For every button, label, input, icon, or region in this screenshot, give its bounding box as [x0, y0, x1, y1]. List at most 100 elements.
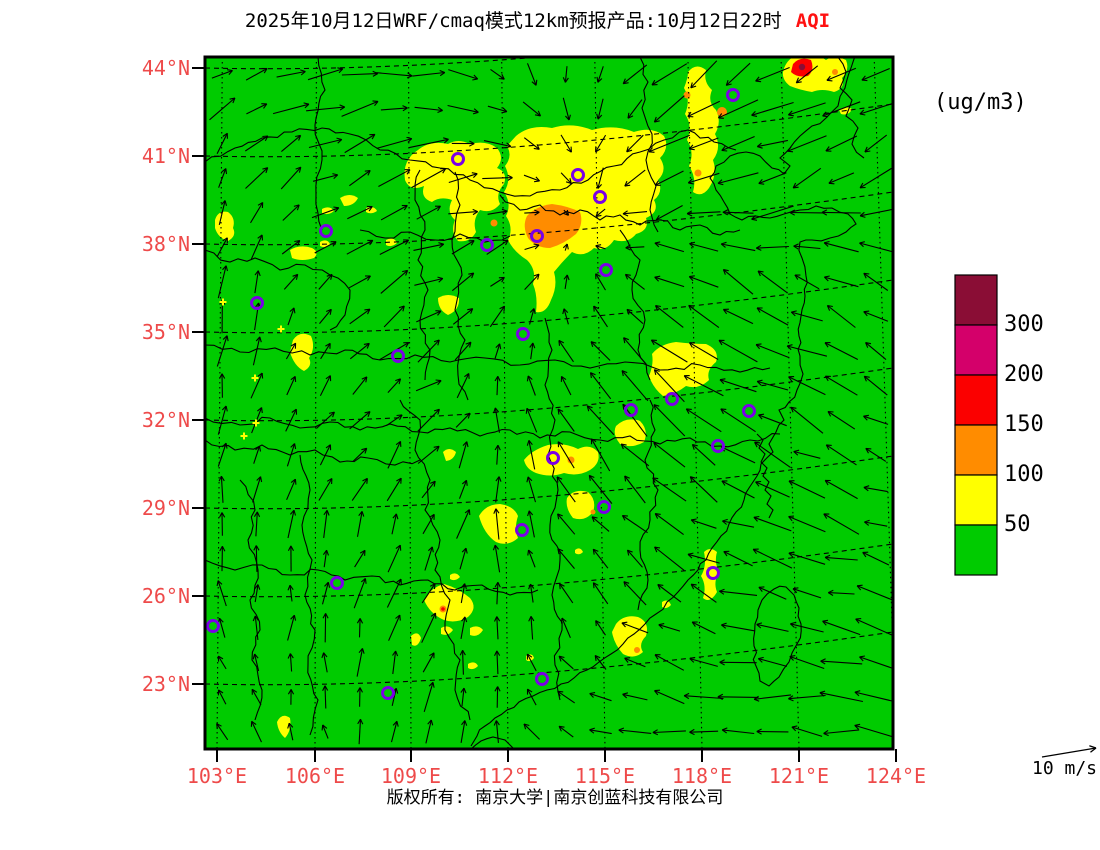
wind-arrow [253, 445, 262, 464]
wind-arrow [624, 169, 646, 187]
wind-arrow [308, 137, 343, 149]
wind-arrow [824, 479, 858, 500]
wind-arrow [826, 304, 856, 328]
wind-arrow [755, 66, 790, 83]
wind-arrow [756, 728, 789, 735]
aqi-patch-orange [832, 69, 838, 75]
wind-arrow [356, 511, 365, 537]
wind-arrow [417, 445, 440, 464]
wind-arrow [380, 269, 409, 294]
wind-arrow [821, 209, 861, 216]
aqi-patch-yellow [575, 548, 583, 555]
wind-arrow [753, 694, 792, 702]
wind-arrow [725, 62, 751, 86]
wind-arrow [596, 66, 604, 83]
wind-arrow [722, 308, 754, 325]
colorbar-tick-label: 150 [1004, 412, 1044, 437]
wind-arrow [285, 342, 297, 360]
wind-arrow [529, 308, 536, 325]
wind-arrow [689, 476, 718, 503]
wind-scale-arrow [1041, 745, 1097, 758]
wind-arrow [827, 410, 856, 430]
lat-tick-label: 32°N [141, 408, 190, 432]
wind-arrow [250, 372, 264, 399]
units-label: (ug/m3) [934, 90, 1027, 115]
wind-arrow [557, 441, 575, 469]
wind-arrow [490, 276, 505, 287]
wind-arrow [523, 137, 540, 150]
wind-arrow [856, 584, 893, 601]
aqi-patch-orange [590, 509, 596, 515]
wind-arrow [621, 370, 649, 402]
wind-arrow [412, 69, 446, 77]
wind-arrow [756, 379, 789, 391]
wind-arrow [387, 440, 402, 469]
aqi-patch-yellow [215, 211, 235, 241]
wind-arrow [460, 616, 468, 639]
wind-arrow [250, 234, 264, 260]
aqi-patch-yellow [479, 504, 518, 544]
wind-arrow [720, 408, 756, 433]
wind-arrow [590, 438, 611, 472]
wind-arrow [526, 440, 536, 470]
wind-arrow [357, 718, 364, 745]
wind-arrow [417, 408, 440, 432]
wind-arrow [861, 67, 890, 82]
wind-arrow [560, 375, 572, 396]
wind-arrow [285, 408, 298, 432]
wind-arrow [688, 137, 719, 151]
wind-arrow [653, 404, 686, 437]
colorbar-segment [954, 424, 998, 476]
wind-arrow [392, 650, 399, 675]
wind-arrow [687, 172, 720, 185]
axis-ticks [192, 67, 897, 762]
province-boundary [205, 416, 781, 448]
wind-arrow [863, 414, 889, 425]
wind-arrow [788, 551, 826, 565]
wind-arrow [422, 652, 435, 673]
wind-arrow [524, 209, 540, 216]
wind-arrow [595, 208, 606, 217]
wind-arrow [408, 137, 449, 149]
aqi-patch-yellow [290, 246, 317, 260]
wind-arrow [654, 546, 685, 571]
aqi-patch-yellow [443, 449, 456, 461]
wind-arrow [822, 101, 861, 118]
wind-arrow [718, 339, 758, 363]
aqi-patch-yellow [468, 662, 478, 670]
province-boundary [499, 194, 741, 236]
wind-arrow [689, 728, 719, 736]
wind-arrow [822, 619, 861, 636]
wind-arrow [826, 67, 857, 82]
wind-arrow [859, 103, 892, 116]
wind-arrow [460, 583, 467, 604]
wind-arrow [276, 69, 306, 78]
wind-arrow [217, 442, 228, 467]
wind-arrow [757, 270, 788, 294]
coastline [752, 585, 802, 687]
wind-arrow [456, 373, 470, 399]
wind-arrow [865, 447, 887, 462]
wind-arrow [788, 480, 826, 499]
wind-arrow [828, 172, 855, 185]
station-plus-marker [219, 298, 227, 306]
wind-arrow [689, 342, 719, 360]
city-marker [381, 686, 395, 700]
wind-arrow [719, 659, 757, 666]
city-markers [206, 88, 756, 700]
wind-arrow [789, 655, 825, 670]
wind-arrow [306, 104, 346, 112]
wind-arrow [595, 620, 606, 636]
wind-arrow [691, 621, 716, 635]
aqi-patch-maroon [798, 63, 806, 71]
wind-arrow [386, 578, 402, 608]
colorbar-segment [954, 374, 998, 426]
wind-arrow [823, 729, 860, 737]
aqi-patch-yellow [684, 66, 719, 195]
wind-arrow [690, 583, 717, 603]
aqi-patch-yellow [614, 419, 646, 447]
wind-arrow [823, 240, 859, 253]
province-boundary [205, 439, 421, 466]
wind-arrow [788, 515, 826, 533]
wind-arrow [819, 690, 864, 703]
